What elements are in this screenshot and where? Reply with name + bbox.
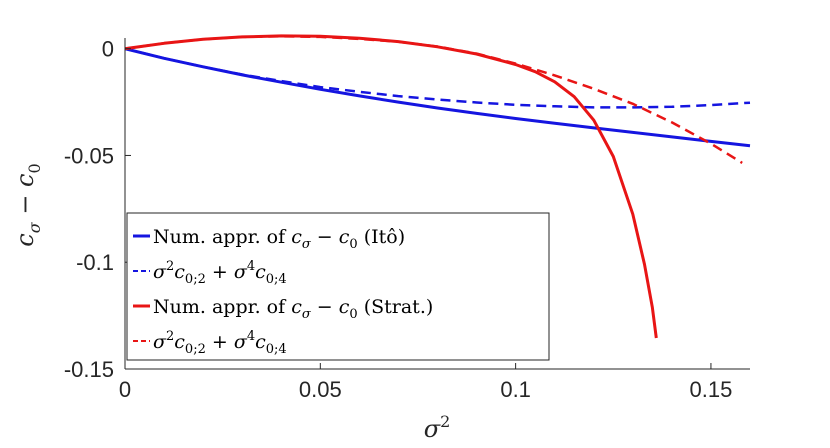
x-tick-label: 0.15 [690,377,733,402]
y-tick-label: -0.1 [76,250,114,275]
legend-box [126,212,550,361]
x-tick-label: 0.1 [500,377,531,402]
x-axis-label: σ2 [424,412,451,443]
series-layer [124,34,751,339]
tick-layer: 0 0.05 0.1 0.15 0 -0.05 -0.1 -0.15 [64,37,733,402]
legend-label-ito: Num. appr. of cσ − c0 (Itô) [153,226,405,252]
series-line-ito [124,47,751,148]
legend-label-ito-approx: σ2c0;2 + σ4c0;4 [153,259,287,287]
x-tick-label: 0.05 [299,377,342,402]
y-tick-label: -0.15 [64,357,114,382]
y-tick-label: -0.05 [64,143,114,168]
legend-label-strat-approx: σ2c0;2 + σ4c0;4 [153,329,287,357]
legend: Num. appr. of cσ − c0 (Itô) σ2c0;2 + σ4c… [126,212,550,361]
series-line-ito-approx [124,47,751,109]
legend-label-strat: Num. appr. of cσ − c0 (Strat.) [153,296,433,322]
y-axis-label: cσ − c0 [11,163,44,246]
series-line-strat-approx [124,35,743,164]
x-tick-label: 0 [119,377,131,402]
y-tick-label: 0 [102,37,114,62]
